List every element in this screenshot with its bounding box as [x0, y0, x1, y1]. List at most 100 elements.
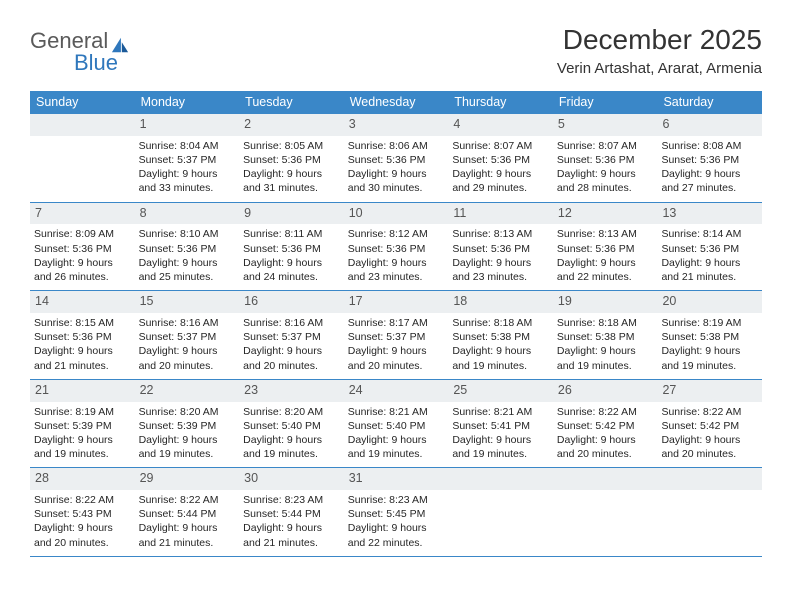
sunrise-text: Sunrise: 8:07 AM: [452, 139, 549, 153]
sunset-text: Sunset: 5:39 PM: [139, 419, 236, 433]
day-cell: 20Sunrise: 8:19 AMSunset: 5:38 PMDayligh…: [657, 291, 762, 379]
daylight-text-1: Daylight: 9 hours: [452, 167, 549, 181]
day-cell: 15Sunrise: 8:16 AMSunset: 5:37 PMDayligh…: [135, 291, 240, 379]
daylight-text-2: and 19 minutes.: [348, 447, 445, 461]
daylight-text-2: and 20 minutes.: [243, 359, 340, 373]
daylight-text-1: Daylight: 9 hours: [139, 344, 236, 358]
sunset-text: Sunset: 5:38 PM: [452, 330, 549, 344]
daylight-text-2: and 22 minutes.: [348, 536, 445, 550]
calendar-grid: SundayMondayTuesdayWednesdayThursdayFrid…: [30, 91, 762, 557]
sunrise-text: Sunrise: 8:22 AM: [557, 405, 654, 419]
daylight-text-2: and 19 minutes.: [661, 359, 758, 373]
daylight-text-2: and 19 minutes.: [452, 359, 549, 373]
daylight-text-2: and 26 minutes.: [34, 270, 131, 284]
sunset-text: Sunset: 5:42 PM: [557, 419, 654, 433]
sunrise-text: Sunrise: 8:22 AM: [661, 405, 758, 419]
sunset-text: Sunset: 5:36 PM: [661, 153, 758, 167]
sunset-text: Sunset: 5:44 PM: [139, 507, 236, 521]
day-cell: 10Sunrise: 8:12 AMSunset: 5:36 PMDayligh…: [344, 203, 449, 291]
sunset-text: Sunset: 5:40 PM: [348, 419, 445, 433]
day-cell: 30Sunrise: 8:23 AMSunset: 5:44 PMDayligh…: [239, 468, 344, 556]
day-number: 21: [35, 383, 49, 397]
sunset-text: Sunset: 5:36 PM: [34, 330, 131, 344]
sunset-text: Sunset: 5:37 PM: [348, 330, 445, 344]
day-number: 28: [35, 471, 49, 485]
daylight-text-1: Daylight: 9 hours: [139, 167, 236, 181]
day-cell: 24Sunrise: 8:21 AMSunset: 5:40 PMDayligh…: [344, 380, 449, 468]
day-cell: 17Sunrise: 8:17 AMSunset: 5:37 PMDayligh…: [344, 291, 449, 379]
day-number: 7: [35, 206, 42, 220]
sunset-text: Sunset: 5:45 PM: [348, 507, 445, 521]
daylight-text-1: Daylight: 9 hours: [243, 433, 340, 447]
daylight-text-1: Daylight: 9 hours: [139, 521, 236, 535]
daylight-text-1: Daylight: 9 hours: [348, 344, 445, 358]
daylight-text-2: and 19 minutes.: [139, 447, 236, 461]
daylight-text-2: and 20 minutes.: [661, 447, 758, 461]
day-number: 31: [349, 471, 363, 485]
daylight-text-1: Daylight: 9 hours: [557, 167, 654, 181]
day-cell: 25Sunrise: 8:21 AMSunset: 5:41 PMDayligh…: [448, 380, 553, 468]
daylight-text-1: Daylight: 9 hours: [34, 433, 131, 447]
day-cell: 2Sunrise: 8:05 AMSunset: 5:36 PMDaylight…: [239, 114, 344, 202]
day-number: 13: [662, 206, 676, 220]
daylight-text-1: Daylight: 9 hours: [661, 344, 758, 358]
sunrise-text: Sunrise: 8:23 AM: [243, 493, 340, 507]
page-header: GeneralBlue December 2025 Verin Artashat…: [30, 24, 762, 77]
sunset-text: Sunset: 5:36 PM: [139, 242, 236, 256]
day-number: 11: [453, 206, 466, 220]
day-number: 9: [244, 206, 251, 220]
sunrise-text: Sunrise: 8:09 AM: [34, 227, 131, 241]
day-number: 23: [244, 383, 258, 397]
day-header: Sunday: [30, 91, 135, 114]
daylight-text-1: Daylight: 9 hours: [243, 344, 340, 358]
sunrise-text: Sunrise: 8:20 AM: [139, 405, 236, 419]
sunset-text: Sunset: 5:40 PM: [243, 419, 340, 433]
sunset-text: Sunset: 5:36 PM: [557, 242, 654, 256]
day-cell: 23 Sunrise: 8:20 AMSunset: 5:40 PMDayligh…: [239, 380, 344, 468]
daylight-text-1: Daylight: 9 hours: [139, 433, 236, 447]
day-cell: 5Sunrise: 8:07 AMSunset: 5:36 PMDaylight…: [553, 114, 658, 202]
day-number: 16: [244, 294, 258, 308]
daylight-text-1: Daylight: 9 hours: [452, 344, 549, 358]
daylight-text-1: Daylight: 9 hours: [557, 344, 654, 358]
sunrise-text: Sunrise: 8:08 AM: [661, 139, 758, 153]
sunrise-text: Sunrise: 8:07 AM: [557, 139, 654, 153]
sunrise-text: Sunrise: 8:22 AM: [139, 493, 236, 507]
daylight-text-2: and 29 minutes.: [452, 181, 549, 195]
daylight-text-2: and 19 minutes.: [243, 447, 340, 461]
daylight-text-1: Daylight: 9 hours: [34, 344, 131, 358]
day-cell: 27Sunrise: 8:22 AMSunset: 5:42 PMDayligh…: [657, 380, 762, 468]
sunset-text: Sunset: 5:36 PM: [557, 153, 654, 167]
sunset-text: Sunset: 5:36 PM: [348, 242, 445, 256]
sunrise-text: Sunrise: 8:10 AM: [139, 227, 236, 241]
sunset-text: Sunset: 5:36 PM: [661, 242, 758, 256]
day-number: 18: [453, 294, 467, 308]
day-cell: 11Sunrise: 8:13 AMSunset: 5:36 PMDayligh…: [448, 203, 553, 291]
daylight-text-2: and 20 minutes.: [34, 536, 131, 550]
sunrise-text: Sunrise: 8:19 AM: [661, 316, 758, 330]
day-header: Saturday: [657, 91, 762, 114]
daylight-text-1: Daylight: 9 hours: [348, 256, 445, 270]
day-cell: 31Sunrise: 8:23 AMSunset: 5:45 PMDayligh…: [344, 468, 449, 556]
sunset-text: Sunset: 5:42 PM: [661, 419, 758, 433]
sunrise-text: Sunrise: 8:20 AM: [243, 405, 340, 419]
day-cell: 28Sunrise: 8:22 AMSunset: 5:43 PMDayligh…: [30, 468, 135, 556]
brand-logo: GeneralBlue: [30, 24, 130, 76]
day-cell: 19Sunrise: 8:18 AMSunset: 5:38 PMDayligh…: [553, 291, 658, 379]
day-cell: 29Sunrise: 8:22 AMSunset: 5:44 PMDayligh…: [135, 468, 240, 556]
sunrise-text: Sunrise: 8:13 AM: [452, 227, 549, 241]
day-number: 8: [140, 206, 147, 220]
sunrise-text: Sunrise: 8:04 AM: [139, 139, 236, 153]
day-cell: 21Sunrise: 8:19 AMSunset: 5:39 PMDayligh…: [30, 380, 135, 468]
sunrise-text: Sunrise: 8:23 AM: [348, 493, 445, 507]
daylight-text-2: and 33 minutes.: [139, 181, 236, 195]
daylight-text-1: Daylight: 9 hours: [34, 256, 131, 270]
daylight-text-1: Daylight: 9 hours: [348, 433, 445, 447]
sunrise-text: Sunrise: 8:14 AM: [661, 227, 758, 241]
day-number: 25: [453, 383, 467, 397]
day-number: 20: [662, 294, 676, 308]
daylight-text-2: and 21 minutes.: [34, 359, 131, 373]
daylight-text-2: and 25 minutes.: [139, 270, 236, 284]
week-row: 21Sunrise: 8:19 AMSunset: 5:39 PMDayligh…: [30, 380, 762, 469]
day-cell: 18Sunrise: 8:18 AMSunset: 5:38 PMDayligh…: [448, 291, 553, 379]
